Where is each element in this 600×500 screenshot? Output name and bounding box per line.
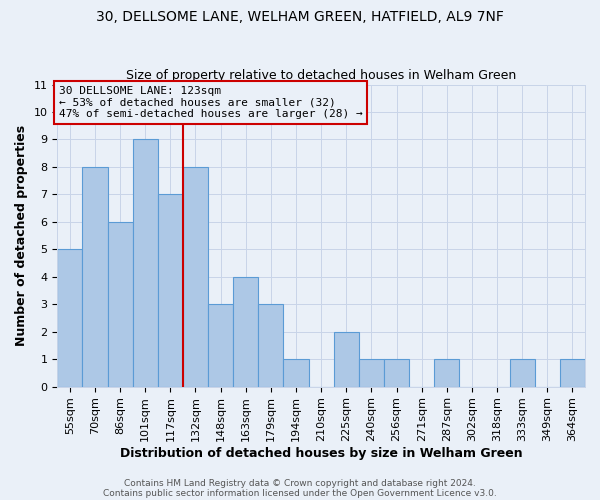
Text: 30 DELLSOME LANE: 123sqm
← 53% of detached houses are smaller (32)
47% of semi-d: 30 DELLSOME LANE: 123sqm ← 53% of detach… <box>59 86 362 119</box>
X-axis label: Distribution of detached houses by size in Welham Green: Distribution of detached houses by size … <box>120 447 523 460</box>
Bar <box>560 359 585 386</box>
Bar <box>183 167 208 386</box>
Text: Contains HM Land Registry data © Crown copyright and database right 2024.: Contains HM Land Registry data © Crown c… <box>124 478 476 488</box>
Bar <box>233 277 259 386</box>
Bar <box>259 304 283 386</box>
Title: Size of property relative to detached houses in Welham Green: Size of property relative to detached ho… <box>126 69 516 82</box>
Bar <box>158 194 183 386</box>
Bar <box>57 250 82 386</box>
Bar <box>283 359 308 386</box>
Text: 30, DELLSOME LANE, WELHAM GREEN, HATFIELD, AL9 7NF: 30, DELLSOME LANE, WELHAM GREEN, HATFIEL… <box>96 10 504 24</box>
Bar <box>384 359 409 386</box>
Bar <box>509 359 535 386</box>
Bar <box>334 332 359 386</box>
Bar <box>359 359 384 386</box>
Y-axis label: Number of detached properties: Number of detached properties <box>15 125 28 346</box>
Bar <box>208 304 233 386</box>
Bar <box>82 167 107 386</box>
Bar <box>434 359 460 386</box>
Text: Contains public sector information licensed under the Open Government Licence v3: Contains public sector information licen… <box>103 488 497 498</box>
Bar <box>107 222 133 386</box>
Bar <box>133 140 158 386</box>
